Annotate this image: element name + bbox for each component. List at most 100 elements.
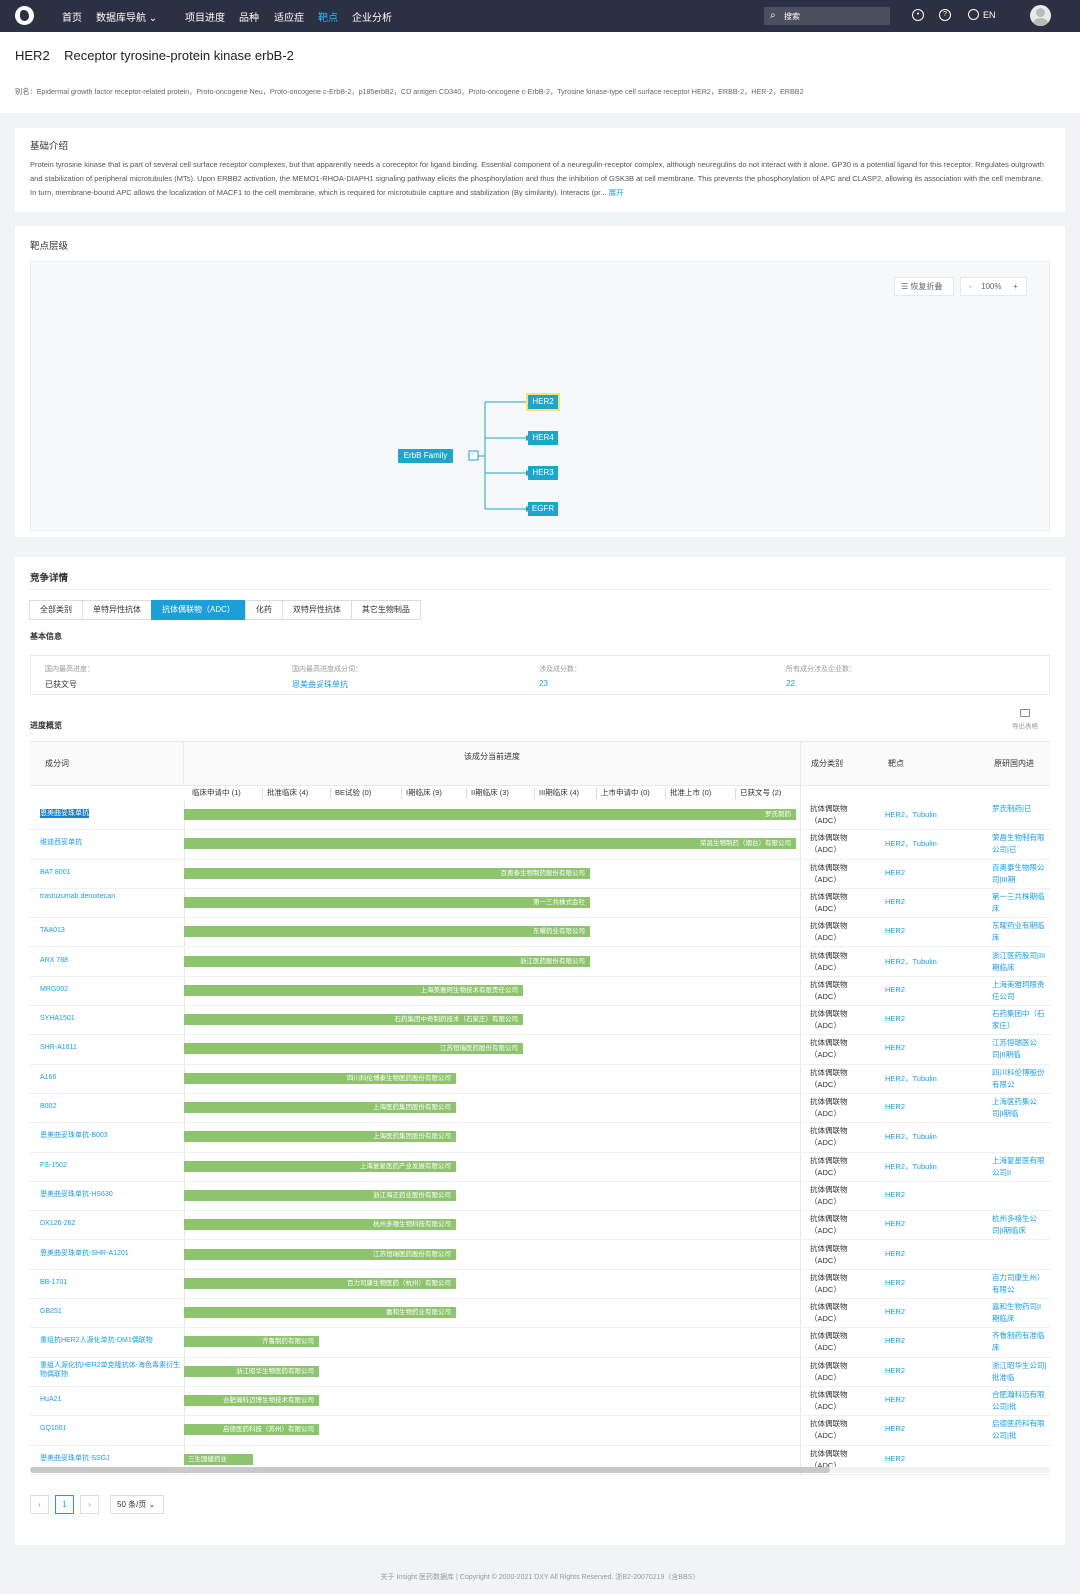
origin-company-link[interactable]: 上海美雅珂限责任公司 (992, 979, 1045, 1001)
origin-company-link[interactable]: 百力司康生州）有限公 (992, 1272, 1045, 1294)
progress-bar[interactable]: 上海美雅珂生物技术有限责任公司 (184, 984, 523, 996)
nav-project-progress[interactable]: 项目进度 (185, 13, 225, 24)
target-link[interactable]: HER2 (885, 1043, 906, 1053)
origin-company-link[interactable]: 启德医药科有限公司|批 (992, 1419, 1045, 1441)
progress-bar[interactable]: 合肥瀚科迈博生物技术有限公司 (184, 1395, 319, 1406)
horizontal-scrollbar[interactable] (30, 1467, 1050, 1473)
tab-monospecific[interactable]: 单特异性抗体 (82, 600, 152, 620)
component-name-link[interactable]: BAT 8001 (40, 868, 71, 876)
tab-other-biologics[interactable]: 其它生物制品 (350, 600, 421, 620)
progress-bar[interactable]: 启德医药科技（苏州）有限公司 (184, 1424, 319, 1436)
target-link[interactable]: HER2 (885, 867, 906, 877)
origin-company-link[interactable] (992, 1243, 1048, 1269)
avatar[interactable] (1030, 5, 1051, 26)
origin-company-link[interactable]: 浙江昭华生公司|批准临 (992, 1360, 1047, 1382)
logo-icon[interactable] (15, 6, 34, 25)
origin-company-link[interactable]: 荣昌生物制有限公司|已 (992, 833, 1045, 855)
progress-bar[interactable]: 百奥泰生物制药股份有限公司 (184, 867, 590, 879)
nav-target[interactable]: 靶点 (318, 13, 338, 24)
origin-company-link[interactable]: 上海医药集公司|I期临 (992, 1097, 1037, 1118)
target-link[interactable]: HER2 (885, 896, 906, 906)
component-name-link[interactable]: 恩美曲妥珠单抗-B003 (40, 1132, 108, 1140)
tree-node-egfr[interactable]: EGFR (528, 502, 558, 516)
origin-company-link[interactable]: 齐鲁制药有准临床 (992, 1331, 1045, 1353)
component-name-link[interactable]: 重组抗HER2人源化单抗-DM1偶联物 (40, 1337, 153, 1345)
search-input[interactable] (784, 9, 884, 23)
origin-company-link[interactable]: 石药集团中（石家庄） (992, 1009, 1045, 1031)
target-link[interactable]: HER2，Tubulin (885, 1073, 937, 1083)
target-link[interactable]: HER2 (885, 1365, 906, 1375)
progress-bar[interactable]: 浙江海正药业股份有限公司 (184, 1189, 456, 1201)
origin-company-link[interactable]: 合肥瀚科迈有限公司|批 (992, 1390, 1045, 1411)
tree-node-her4[interactable]: HER4 (528, 431, 558, 445)
nav-home[interactable]: 首页 (62, 13, 82, 24)
target-link[interactable]: HER2 (885, 1219, 906, 1229)
progress-bar[interactable]: 上海医药集团股份有限公司 (184, 1131, 456, 1143)
target-link[interactable]: HER2，Tubulin (885, 810, 937, 819)
progress-bar[interactable]: 江苏恒瑞医药股份有限公司 (184, 1248, 456, 1260)
page-1-button[interactable]: 1 (55, 1495, 74, 1514)
component-name-link[interactable]: DX126-262 (40, 1220, 76, 1228)
component-name-link[interactable]: SYHA1501 (40, 1015, 75, 1023)
nav-indication[interactable]: 适应症 (274, 13, 304, 24)
next-page-button[interactable]: › (80, 1495, 99, 1514)
target-link[interactable]: HER2 (885, 1307, 906, 1317)
origin-company-link[interactable]: 江苏恒瑞医公司|II期临 (992, 1038, 1037, 1060)
origin-company-link[interactable]: 杭州多禧生公司|I期临床 (992, 1214, 1037, 1236)
progress-bar[interactable]: 东曜药业有限公司 (184, 926, 590, 938)
progress-bar[interactable]: 四川科伦博泰生物医药股份有限公司 (184, 1072, 456, 1084)
origin-company-link[interactable]: 东曜药业有期临床 (992, 921, 1045, 943)
help-icon[interactable]: ? (939, 9, 951, 21)
target-link[interactable]: HER2 (885, 1189, 906, 1199)
target-link[interactable]: HER2，Tubulin (885, 956, 937, 966)
hierarchy-canvas[interactable]: ☰ 恢复折叠 - 100% + - ErbB Family (30, 261, 1050, 531)
tree-node-root[interactable]: ErbB Family (398, 449, 453, 463)
target-link[interactable]: HER2，Tubulin (885, 1161, 937, 1171)
component-name-link[interactable]: trastuzumab deruxtecan (40, 892, 116, 900)
component-name-link[interactable]: 重组人源化抗HER2单克隆抗体-海色毒素衍生物偶联物 (40, 1361, 181, 1378)
progress-bar[interactable]: 荣昌生物制药（烟台）有限公司 (184, 838, 796, 850)
tab-adc[interactable]: 抗体偶联物（ADC） (151, 600, 246, 620)
target-link[interactable]: HER2 (885, 1277, 906, 1287)
origin-company-link[interactable] (992, 1184, 1048, 1210)
progress-bar[interactable]: 石药集团中奇制药技术（石家庄）有限公司 (184, 1014, 523, 1026)
progress-bar[interactable]: 第一三共株式会社 (184, 896, 590, 908)
search-box[interactable]: ⌕ (764, 7, 890, 25)
target-link[interactable]: HER2 (885, 926, 906, 936)
component-name-link[interactable]: MRG002 (40, 985, 69, 993)
component-link[interactable]: 恩美曲妥珠单抗 (292, 680, 348, 689)
component-name-link[interactable]: BB-1701 (40, 1278, 68, 1286)
restore-fold-button[interactable]: ☰ 恢复折叠 (894, 277, 954, 296)
progress-bar[interactable]: 上海医药集团股份有限公司 (184, 1102, 456, 1113)
target-link[interactable]: HER2 (885, 1336, 906, 1346)
origin-company-link[interactable] (992, 1125, 1048, 1151)
nav-database[interactable]: 数据库导航 ⌄ (96, 13, 158, 24)
component-name-link[interactable]: 恩美曲妥珠单抗 (40, 809, 89, 818)
zoom-out-button[interactable]: - (969, 282, 972, 291)
scrollbar-thumb[interactable] (30, 1467, 830, 1473)
target-link[interactable]: HER2 (885, 1424, 906, 1434)
component-name-link[interactable]: ARX 788 (40, 956, 69, 964)
origin-company-link[interactable]: 百奥泰生物限公司|III期 (992, 862, 1045, 884)
language-switch[interactable]: EN (983, 10, 996, 20)
tab-bispecific[interactable]: 双特异性抗体 (281, 600, 352, 620)
component-name-link[interactable]: GQ1001 (40, 1425, 67, 1433)
component-name-link[interactable]: 维迪西妥单抗 (40, 839, 82, 847)
progress-bar[interactable]: 嘉和生物药业有限公司 (184, 1307, 456, 1319)
zoom-in-button[interactable]: + (1013, 282, 1018, 291)
progress-bar[interactable]: 三生国健药业 (184, 1453, 253, 1465)
target-link[interactable]: HER2 (885, 984, 906, 994)
tree-node-her2[interactable]: HER2 (528, 395, 558, 409)
page-size-select[interactable]: 50 条/页 ⌄ (110, 1495, 164, 1514)
collapse-toggle[interactable]: - (471, 449, 474, 458)
origin-company-link[interactable]: 第一三共株期临床 (992, 891, 1045, 913)
target-link[interactable]: HER2，Tubulin (885, 1132, 937, 1142)
globe-icon[interactable] (968, 9, 979, 20)
prev-page-button[interactable]: ‹ (30, 1495, 49, 1514)
progress-bar[interactable]: 上海复星医药产业发展有限公司 (184, 1160, 456, 1172)
nav-company-analysis[interactable]: 企业分析 (352, 13, 392, 24)
progress-bar[interactable]: 齐鲁制药有限公司 (184, 1336, 319, 1348)
component-name-link[interactable]: GB251 (40, 1308, 62, 1316)
tree-node-her3[interactable]: HER3 (528, 466, 558, 480)
origin-company-link[interactable]: 嘉和生物药司|I期临床 (992, 1302, 1042, 1324)
